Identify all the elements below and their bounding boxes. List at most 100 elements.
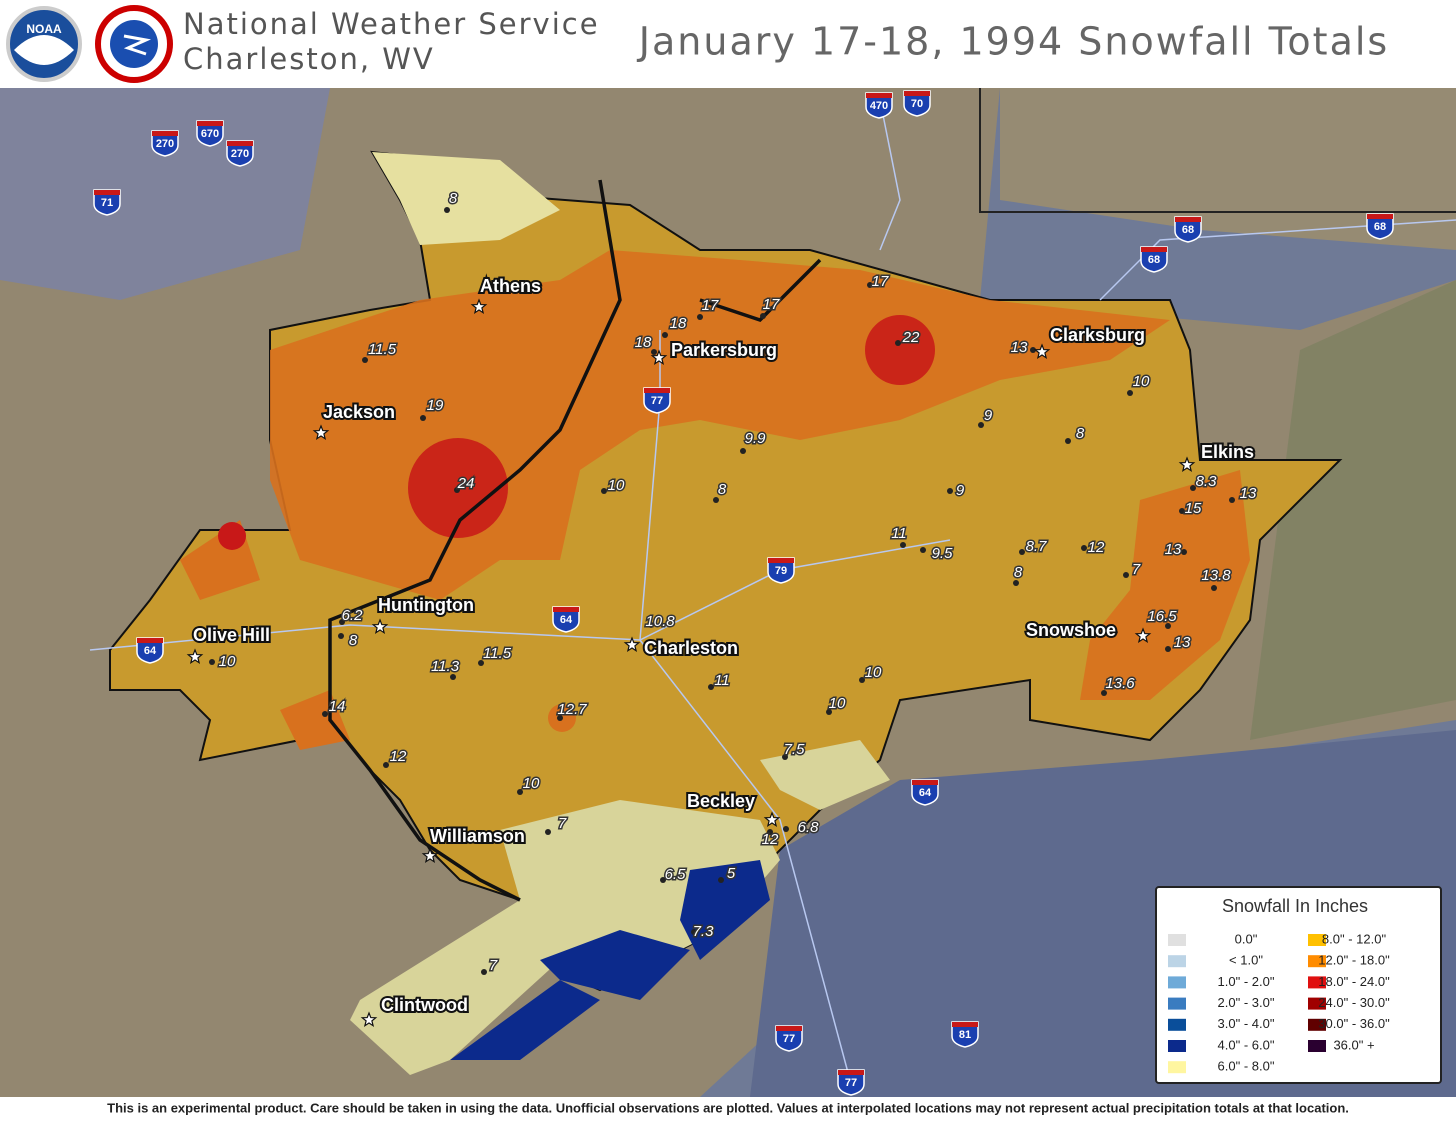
shield-top: [912, 780, 938, 785]
obs-dot: [1101, 690, 1107, 696]
obs-dot: [1123, 572, 1129, 578]
obs-dot: [450, 674, 456, 680]
interstate-number: 79: [775, 565, 787, 577]
obs-dot: [1019, 549, 1025, 555]
obs-dot: [1165, 646, 1171, 652]
snow-total: 19: [427, 397, 444, 414]
obs-dot: [545, 829, 551, 835]
shield-top: [94, 190, 120, 195]
interstate-shield: [903, 90, 931, 117]
snow-total: 8: [349, 632, 358, 649]
obs-dot: [660, 877, 666, 883]
obs-dot: [740, 448, 746, 454]
legend-swatch: [1168, 1061, 1186, 1074]
obs-dot: [1127, 390, 1133, 396]
shield-top: [227, 141, 253, 146]
shield-top: [1175, 217, 1201, 222]
snow-total: 6.5: [665, 866, 687, 883]
legend-label: 3.0" - 4.0": [1218, 1016, 1275, 1031]
city-star: [186, 648, 204, 665]
legend-label: 18.0" - 24.0": [1318, 974, 1390, 989]
snow-total: 11.3: [431, 658, 460, 675]
legend-swatch: [1168, 976, 1186, 989]
legend-swatch: [1308, 997, 1326, 1010]
city-star: [371, 618, 389, 635]
nws-logo: [95, 5, 173, 83]
interstate-number: 670: [201, 128, 219, 140]
interstate-shield: [151, 130, 179, 157]
obs-dot: [978, 422, 984, 428]
snow-total: 10.8: [645, 613, 675, 630]
shield-top: [952, 1022, 978, 1027]
obs-dot: [718, 877, 724, 883]
legend-label: 12.0" - 18.0": [1318, 953, 1390, 968]
city-name: Beckley: [687, 791, 755, 811]
snow-total: 15: [1185, 500, 1202, 517]
snow-total: 11: [714, 672, 730, 689]
snow-total: 10: [865, 664, 882, 681]
snow-total: 12: [1088, 539, 1105, 556]
shield-top: [776, 1026, 802, 1031]
city-name: Jackson: [323, 402, 395, 422]
obs-dot: [767, 829, 773, 835]
snow-total: 9: [984, 407, 993, 424]
interstate-shield: [226, 140, 254, 167]
obs-dot: [383, 762, 389, 768]
obs-dot: [1181, 549, 1187, 555]
obs-dot: [760, 313, 766, 319]
obs-dot: [478, 660, 484, 666]
snow-total: 8: [449, 190, 458, 207]
obs-dot: [481, 969, 487, 975]
interstate-shield: [951, 1021, 979, 1048]
city-name: Parkersburg: [671, 340, 777, 360]
obs-dot: [1165, 623, 1171, 629]
interstate-number: 77: [651, 395, 663, 407]
interstate-number: 64: [560, 614, 573, 626]
interstate-shield: [93, 189, 121, 216]
obs-dot: [557, 715, 563, 721]
city-star: [1134, 627, 1152, 644]
legend-label: 0.0": [1235, 931, 1258, 946]
obs-dot: [895, 340, 901, 346]
snow-total: 13: [1174, 634, 1191, 651]
city-name: Elkins: [1201, 442, 1254, 462]
snow-total: 9.9: [745, 430, 767, 447]
obs-dot: [444, 207, 450, 213]
obs-dot: [1190, 485, 1196, 491]
interstate-shield: [911, 779, 939, 806]
snow-total: 10: [608, 477, 625, 494]
obs-dot: [362, 357, 368, 363]
interstate-number: 77: [783, 1033, 795, 1045]
obs-dot: [338, 633, 344, 639]
city-name: Clintwood: [381, 995, 468, 1015]
snow-total: 13: [1011, 339, 1028, 356]
snow-total: 6.8: [798, 819, 820, 836]
obs-dot: [713, 497, 719, 503]
legend-swatch: [1168, 934, 1186, 946]
city-name: Athens: [480, 276, 541, 296]
obs-dot: [454, 487, 460, 493]
snow-total: 7.5: [784, 741, 806, 758]
snow-total: 24: [457, 475, 475, 492]
interstate-number: 68: [1182, 224, 1194, 236]
snow-total: 8.7: [1026, 538, 1048, 555]
obs-dot: [601, 488, 607, 494]
snow-total: 13.8: [1201, 567, 1231, 584]
legend-swatch: [1308, 1040, 1326, 1052]
obs-dot: [209, 659, 215, 665]
shield-top: [1367, 214, 1393, 219]
interstate-number: 81: [959, 1029, 971, 1041]
shield-top: [152, 131, 178, 136]
obs-dot: [1081, 545, 1087, 551]
obs-dot: [947, 488, 953, 494]
snow-total: 9: [956, 482, 965, 499]
obs-dot: [648, 622, 654, 628]
interstate-shield: [767, 557, 795, 584]
logo-text: NOAA: [26, 22, 62, 36]
interstate-number: 270: [231, 148, 249, 160]
interstate-shield: [1366, 213, 1394, 240]
legend-label: 8.0" - 12.0": [1322, 931, 1387, 946]
legend-swatch: [1168, 997, 1186, 1010]
shield-top: [137, 638, 163, 643]
